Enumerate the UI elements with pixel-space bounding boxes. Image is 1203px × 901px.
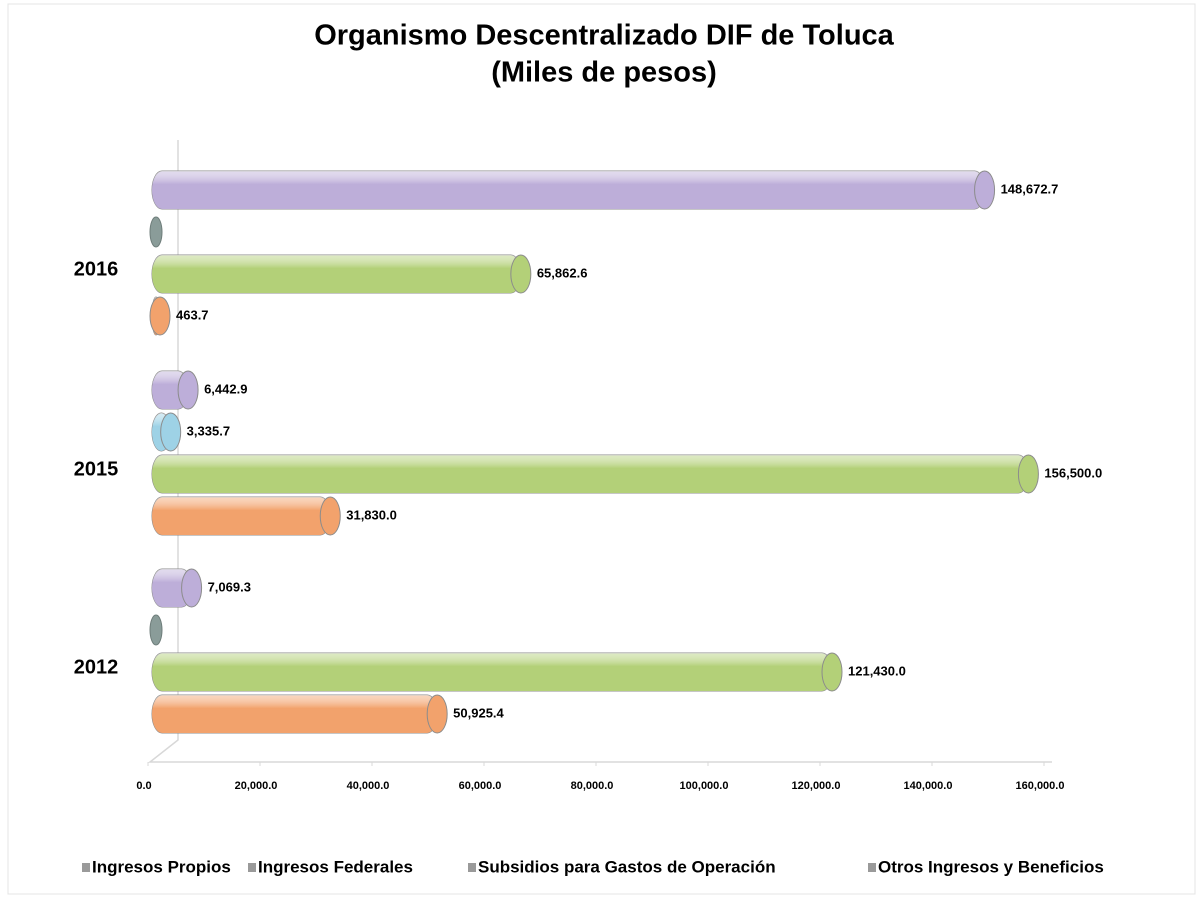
- bar: [151, 254, 532, 294]
- legend-swatch: [82, 863, 90, 872]
- x-tick-label: 60,000.0: [459, 780, 502, 792]
- bar: [151, 496, 341, 536]
- bar: [149, 296, 171, 336]
- value-label: 148,672.7: [1001, 181, 1059, 196]
- bar-cap: [149, 296, 171, 336]
- value-label: 7,069.3: [208, 579, 251, 594]
- legend-swatch: [468, 863, 476, 872]
- legend-label: Otros Ingresos y Beneficios: [878, 857, 1104, 876]
- chart-subtitle: (Miles de pesos): [491, 57, 717, 89]
- bar-shine: [152, 569, 192, 607]
- bar-cap: [319, 496, 341, 536]
- y-tick-label: 2015: [74, 458, 119, 480]
- bar: [151, 170, 996, 210]
- bar-shine: [152, 255, 521, 293]
- bar-cap: [1017, 454, 1039, 494]
- value-label: 65,862.6: [537, 265, 588, 280]
- bar-shine: [152, 695, 438, 733]
- bar: [151, 454, 1039, 494]
- chart-frame: [7, 3, 1196, 895]
- bar-shine: [152, 497, 331, 535]
- bar-cap: [510, 254, 532, 294]
- value-label: 31,830.0: [346, 507, 397, 522]
- bar-cap: [181, 568, 203, 608]
- bar-cap: [426, 694, 448, 734]
- value-label: 3,335.7: [187, 423, 230, 438]
- legend-label: Subsidios para Gastos de Operación: [478, 857, 776, 876]
- value-label: 6,442.9: [204, 381, 247, 396]
- bar-cap: [177, 370, 199, 410]
- bar-shine: [152, 653, 833, 691]
- x-tick-label: 120,000.0: [792, 780, 841, 792]
- bar: [151, 370, 199, 410]
- bar-cap: [821, 652, 843, 692]
- legend-label: Ingresos Federales: [258, 857, 413, 876]
- x-tick-label: 160,000.0: [1016, 780, 1065, 792]
- x-tick-label: 20,000.0: [235, 780, 278, 792]
- bar-shine: [152, 171, 985, 209]
- bar-cap: [160, 412, 182, 452]
- bar: [151, 652, 843, 692]
- x-tick-label: 0.0: [136, 780, 151, 792]
- legend-label: Ingresos Propios: [92, 857, 231, 876]
- empty-bar-cap: [149, 216, 163, 248]
- empty-bar-cap: [149, 614, 163, 646]
- y-tick-label: 2012: [74, 656, 119, 678]
- bar: [151, 694, 448, 734]
- bar: [151, 412, 182, 452]
- value-label: 156,500.0: [1044, 465, 1102, 480]
- x-tick-label: 80,000.0: [571, 780, 614, 792]
- value-label: 50,925.4: [453, 705, 504, 720]
- value-label: 121,430.0: [848, 663, 906, 678]
- y-tick-label: 2016: [74, 258, 119, 280]
- x-tick-label: 100,000.0: [680, 780, 729, 792]
- x-tick-label: 40,000.0: [347, 780, 390, 792]
- legend-swatch: [868, 863, 876, 872]
- bar-shine: [152, 455, 1029, 493]
- legend-swatch: [248, 863, 256, 872]
- bar-cap: [974, 170, 996, 210]
- chart-title: Organismo Descentralizado DIF de Toluca: [314, 20, 894, 52]
- x-tick-label: 140,000.0: [904, 780, 953, 792]
- bar: [151, 568, 203, 608]
- value-label: 463.7: [176, 307, 209, 322]
